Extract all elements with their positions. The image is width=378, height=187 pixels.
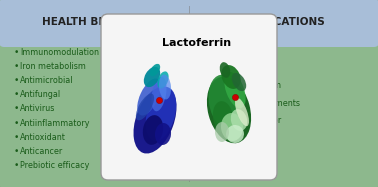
Ellipse shape: [157, 71, 169, 89]
Ellipse shape: [232, 73, 246, 91]
FancyBboxPatch shape: [101, 14, 277, 180]
Ellipse shape: [155, 123, 171, 145]
Ellipse shape: [235, 98, 249, 126]
Ellipse shape: [136, 94, 154, 120]
Ellipse shape: [144, 67, 160, 87]
Text: Dietary supplements: Dietary supplements: [216, 99, 300, 108]
Text: •: •: [209, 99, 214, 108]
Text: •: •: [14, 104, 19, 113]
Ellipse shape: [133, 86, 177, 154]
Text: Antifungal: Antifungal: [20, 90, 61, 99]
Ellipse shape: [137, 79, 161, 116]
Ellipse shape: [215, 122, 229, 142]
Ellipse shape: [231, 109, 247, 131]
Text: Infant formula: Infant formula: [216, 64, 273, 73]
Ellipse shape: [152, 77, 167, 111]
Text: Antioxidant: Antioxidant: [20, 133, 66, 142]
Text: •: •: [209, 116, 214, 125]
Text: Iron metabolism: Iron metabolism: [20, 62, 86, 71]
Text: •: •: [209, 81, 214, 90]
Text: •: •: [14, 47, 19, 56]
Text: HEALTH BENEFITS: HEALTH BENEFITS: [42, 17, 147, 27]
Ellipse shape: [209, 75, 242, 129]
Ellipse shape: [143, 115, 163, 145]
Text: Immunomodulation: Immunomodulation: [20, 47, 99, 56]
Text: •: •: [14, 76, 19, 85]
Text: Prebiotic efficacy: Prebiotic efficacy: [20, 161, 89, 170]
Text: Lactoferrin: Lactoferrin: [163, 38, 232, 48]
Ellipse shape: [221, 113, 243, 141]
Text: APPLICATIONS: APPLICATIONS: [241, 17, 326, 27]
Text: Antivirus: Antivirus: [20, 104, 55, 113]
Text: Antiinflammatory: Antiinflammatory: [20, 119, 90, 128]
Ellipse shape: [220, 62, 230, 78]
Text: •: •: [14, 133, 19, 142]
Ellipse shape: [150, 64, 160, 76]
Text: •: •: [14, 147, 19, 156]
Text: Delivery system: Delivery system: [216, 81, 281, 90]
Ellipse shape: [224, 72, 246, 108]
Bar: [4, 30, 374, 42]
Text: •: •: [14, 90, 19, 99]
Text: •: •: [209, 64, 214, 73]
Ellipse shape: [226, 125, 244, 143]
Text: •: •: [14, 62, 19, 71]
FancyBboxPatch shape: [0, 0, 378, 47]
Ellipse shape: [207, 77, 251, 143]
Text: Cosmetic sector: Cosmetic sector: [216, 116, 281, 125]
Ellipse shape: [221, 65, 241, 89]
Ellipse shape: [146, 87, 176, 141]
Ellipse shape: [213, 101, 233, 133]
Text: •: •: [14, 119, 19, 128]
Ellipse shape: [159, 75, 171, 99]
Text: •: •: [14, 161, 19, 170]
Text: Antimicrobial: Antimicrobial: [20, 76, 73, 85]
Text: Anticancer: Anticancer: [20, 147, 63, 156]
